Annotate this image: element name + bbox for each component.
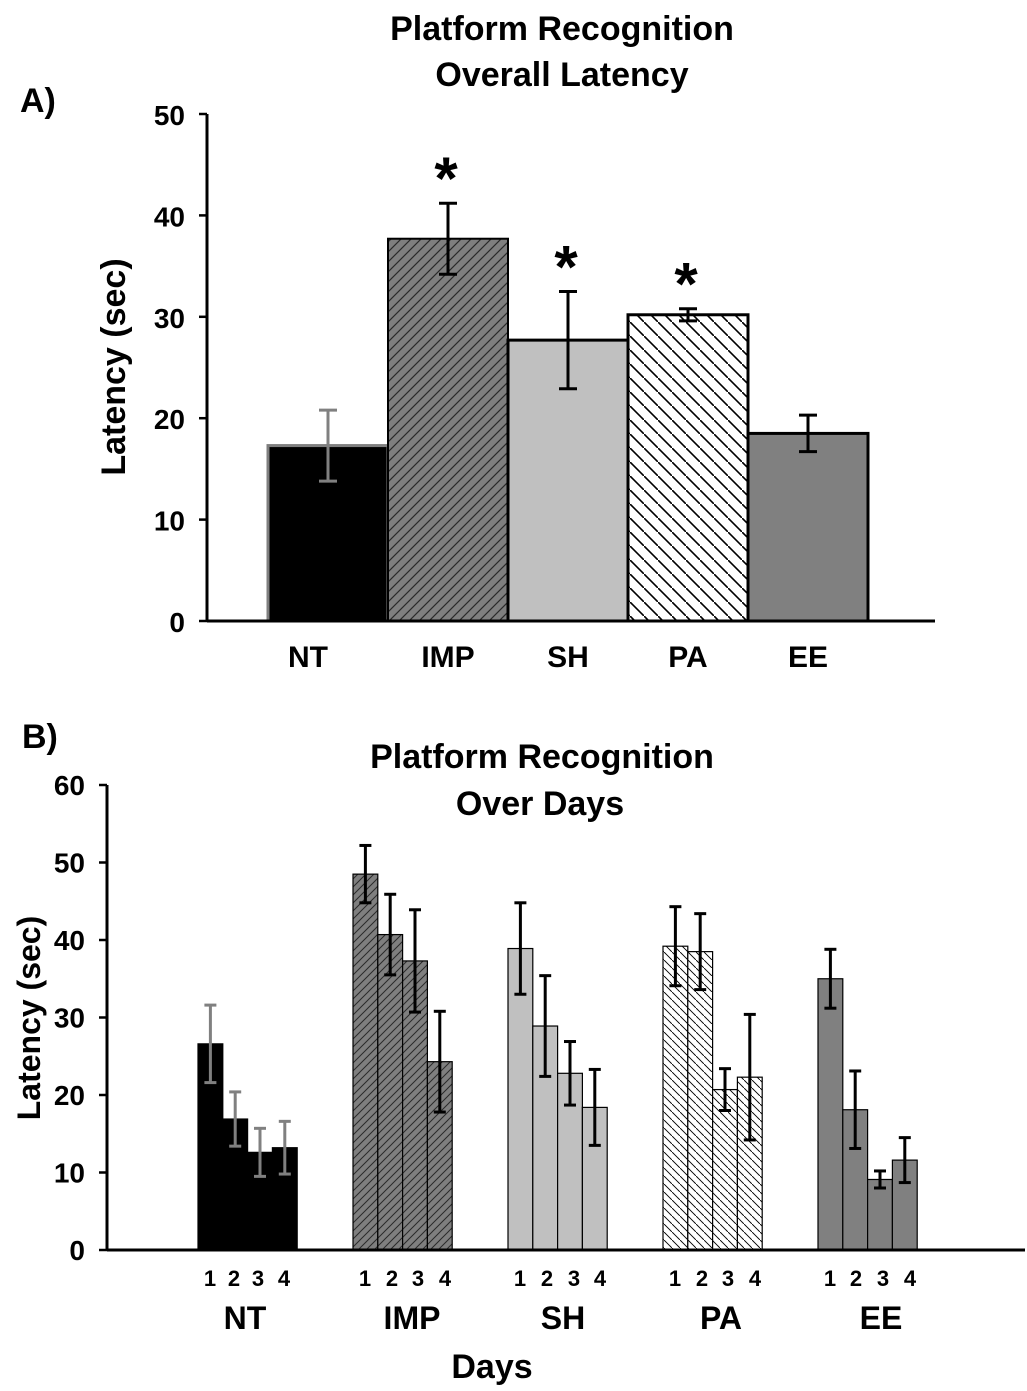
y-tick-label: 40 <box>154 201 185 232</box>
day-tick-label: 4 <box>904 1266 917 1291</box>
bar <box>746 431 870 623</box>
bar <box>711 1088 738 1251</box>
day-tick-label: 3 <box>722 1266 734 1291</box>
y-tick-label: 10 <box>54 1158 85 1189</box>
group-label: EE <box>860 1300 903 1336</box>
y-tick-label: 40 <box>54 925 85 956</box>
x-tick-label: NT <box>288 641 328 674</box>
day-tick-label: 4 <box>594 1266 607 1291</box>
group-label: SH <box>541 1300 585 1336</box>
bar <box>626 313 750 623</box>
day-tick-label: 2 <box>386 1266 398 1291</box>
panel-a-title-line1: Platform Recognition <box>390 10 734 48</box>
bar <box>387 237 509 623</box>
day-tick-label: 2 <box>696 1266 708 1291</box>
day-tick-label: 2 <box>541 1266 553 1291</box>
y-tick-label: 0 <box>69 1235 85 1266</box>
y-tick-label: 50 <box>54 848 85 879</box>
significance-marker: * <box>554 233 578 300</box>
day-tick-label: 3 <box>568 1266 580 1291</box>
x-tick-label: EE <box>788 641 828 674</box>
bar <box>687 951 714 1251</box>
y-tick-label: 0 <box>169 607 185 638</box>
day-tick-label: 2 <box>228 1266 240 1291</box>
day-tick-label: 3 <box>412 1266 424 1291</box>
panel-a-y-axis-label: Latency (sec) <box>95 258 133 475</box>
y-tick-label: 50 <box>154 100 185 131</box>
x-tick-label: SH <box>547 641 589 674</box>
day-tick-label: 4 <box>749 1266 762 1291</box>
bar <box>662 945 689 1251</box>
x-tick-label: IMP <box>421 641 474 674</box>
panel-b-label: B) <box>22 718 58 756</box>
y-tick-label: 20 <box>154 404 185 435</box>
panel-b: B) Platform Recognition Over Days Latenc… <box>11 718 1025 1386</box>
panel-b-x-axis-label: Days <box>451 1348 532 1386</box>
bar <box>352 873 379 1251</box>
panel-a-title-line2: Overall Latency <box>435 56 688 94</box>
day-tick-label: 2 <box>850 1266 862 1291</box>
day-tick-label: 1 <box>824 1266 836 1291</box>
day-tick-label: 4 <box>439 1266 452 1291</box>
panel-a: A) Platform Recognition Overall Latency … <box>20 10 935 674</box>
day-tick-label: 1 <box>514 1266 526 1291</box>
group-label: IMP <box>384 1300 441 1336</box>
significance-marker: * <box>434 145 458 212</box>
y-tick-label: 30 <box>154 303 185 334</box>
bar <box>817 978 844 1251</box>
significance-marker: * <box>674 251 698 318</box>
group-label: PA <box>700 1300 742 1336</box>
panel-b-title-line1: Platform Recognition <box>370 738 714 776</box>
bar <box>377 933 404 1251</box>
panel-b-title-line2: Over Days <box>456 785 624 823</box>
group-label: NT <box>224 1300 267 1336</box>
bar <box>507 947 534 1251</box>
x-tick-label: PA <box>668 641 707 674</box>
bar <box>866 1178 893 1251</box>
day-tick-label: 1 <box>204 1266 216 1291</box>
day-tick-label: 3 <box>252 1266 264 1291</box>
panel-a-label: A) <box>20 82 56 120</box>
day-tick-label: 4 <box>278 1266 291 1291</box>
day-tick-label: 1 <box>669 1266 681 1291</box>
day-tick-label: 3 <box>877 1266 889 1291</box>
y-tick-label: 30 <box>54 1003 85 1034</box>
panel-b-y-axis-label: Latency (sec) <box>11 916 47 1121</box>
y-tick-label: 60 <box>54 770 85 801</box>
y-tick-label: 20 <box>54 1080 85 1111</box>
y-tick-label: 10 <box>154 506 185 537</box>
day-tick-label: 1 <box>359 1266 371 1291</box>
